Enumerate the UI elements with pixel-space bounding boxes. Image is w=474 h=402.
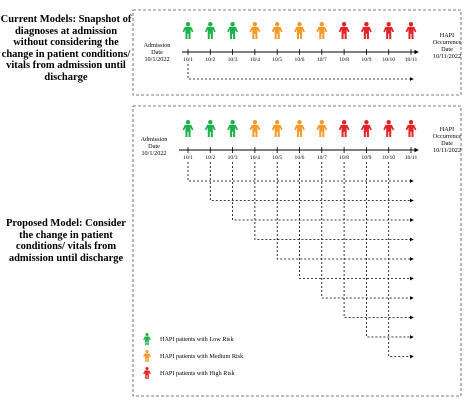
hapi-occurrence-date-label-line: 10/11/2022 — [433, 147, 461, 154]
date-tick-label: 10/8 — [339, 57, 349, 63]
date-tick-label: 10/9 — [361, 57, 371, 63]
person-icon-orange-7 — [316, 22, 328, 39]
person-icon-green-legend — [143, 333, 151, 345]
date-tick-label: 10/4 — [250, 155, 260, 161]
admission-date-label-line: Date — [148, 143, 160, 150]
date-tick-label: 10/3 — [228, 155, 238, 161]
date-tick-label: 10/2 — [205, 57, 215, 63]
person-icon-orange-4 — [249, 22, 261, 39]
date-tick-label: 10/11 — [405, 155, 418, 161]
progression-arrow-10 — [388, 162, 414, 359]
person-icon-orange-legend — [143, 350, 151, 362]
progression-arrow-4 — [254, 162, 414, 242]
proposed-model-frame — [132, 105, 462, 397]
current-model-label: Current Models: Snapshot of diagnoses at… — [0, 14, 132, 83]
date-tick-label: 10/10 — [382, 57, 395, 63]
person-icon-red-8 — [338, 22, 350, 39]
person-icon-orange-6 — [294, 120, 305, 137]
person-icon-red-11 — [405, 120, 417, 137]
date-tick-label: 10/10 — [382, 155, 395, 161]
admission-date-label-line: 10/1/2022 — [141, 150, 166, 157]
progression-arrow-7 — [321, 162, 414, 300]
hapi-occurrence-date-label: HAPI Occurrence Date 10/11/2022 — [433, 126, 462, 154]
hapi-occurrence-date-label-line: 10/11/2022 — [433, 53, 461, 60]
date-tick-label: 10/1 — [183, 57, 193, 63]
person-icon-red-11 — [405, 22, 417, 39]
person-icon-orange-6 — [294, 22, 305, 39]
progression-arrow-3 — [232, 162, 414, 222]
admission-date-label: Admission Date 10/1/2022 — [141, 136, 168, 157]
legend: HAPI patients with Low Risk HAPI patients… — [143, 333, 244, 379]
current-model-frame — [132, 9, 462, 96]
person-icon-green-3 — [227, 22, 239, 39]
person-icon-green-1 — [182, 22, 194, 39]
date-tick-label: 10/2 — [205, 155, 215, 161]
hapi-occurrence-date-label-line: Date — [441, 140, 453, 147]
progression-arrow-8 — [343, 162, 414, 320]
admission-date-label-line: Date — [151, 49, 163, 56]
date-tick-label: 10/4 — [250, 57, 260, 63]
hapi-occurrence-date-label-line: HAPI — [440, 126, 454, 133]
date-tick-label: 10/6 — [295, 57, 305, 63]
progression-arrow-6 — [299, 162, 414, 281]
progression-arrow-1 — [187, 162, 414, 183]
legend-label: HAPI patients with Medium Risk — [160, 353, 244, 360]
person-icon-red-legend — [143, 367, 151, 379]
date-tick-label: 10/11 — [405, 57, 418, 63]
person-icon-green-1 — [182, 120, 194, 137]
date-tick-label: 10/5 — [272, 155, 282, 161]
admission-date-label-line: Admission — [144, 42, 171, 49]
hapi-occurrence-date-label-line: HAPI — [440, 32, 454, 39]
admission-date-label-line: Admission — [141, 136, 168, 143]
person-icon-orange-5 — [271, 120, 283, 137]
person-icon-orange-5 — [271, 22, 283, 39]
hapi-occurrence-date-label: HAPI Occurrence Date 10/11/2022 — [433, 32, 462, 60]
date-tick-label: 10/7 — [317, 155, 327, 161]
progression-arrow-5 — [276, 162, 414, 261]
progression-arrow-2 — [209, 162, 414, 203]
date-tick-label: 10/1 — [183, 155, 193, 161]
person-icon-red-9 — [360, 120, 372, 137]
date-tick-label: 10/5 — [272, 57, 282, 63]
person-icon-green-2 — [204, 120, 216, 137]
person-icon-green-3 — [227, 120, 239, 137]
legend-label: HAPI patients with High Risk — [160, 370, 236, 377]
hapi-occurrence-date-label-line: Date — [441, 46, 453, 53]
admission-date-label: Admission Date 10/1/2022 — [144, 42, 171, 63]
date-tick-label: 10/8 — [339, 155, 349, 161]
person-icon-green-2 — [204, 22, 216, 39]
date-tick-label: 10/9 — [361, 155, 371, 161]
hapi-occurrence-date-label-line: Occurrence — [433, 133, 462, 140]
person-icon-red-9 — [360, 22, 372, 39]
admission-date-label-line: 10/1/2022 — [144, 56, 169, 63]
progression-arrow-9 — [366, 162, 414, 339]
proposed-model-label: Proposed Model: Consider the change in p… — [6, 218, 126, 264]
person-icon-orange-7 — [316, 120, 328, 137]
person-icon-red-10 — [383, 22, 395, 39]
date-tick-label: 10/6 — [295, 155, 305, 161]
person-icon-red-8 — [338, 120, 350, 137]
date-tick-label: 10/7 — [317, 57, 327, 63]
hapi-occurrence-date-label-line: Occurrence — [433, 39, 462, 46]
person-icon-red-10 — [383, 120, 395, 137]
date-tick-label: 10/3 — [228, 57, 238, 63]
snapshot-arrow — [187, 64, 414, 81]
person-icon-orange-4 — [249, 120, 261, 137]
legend-label: HAPI patients with Low Risk — [160, 336, 234, 343]
